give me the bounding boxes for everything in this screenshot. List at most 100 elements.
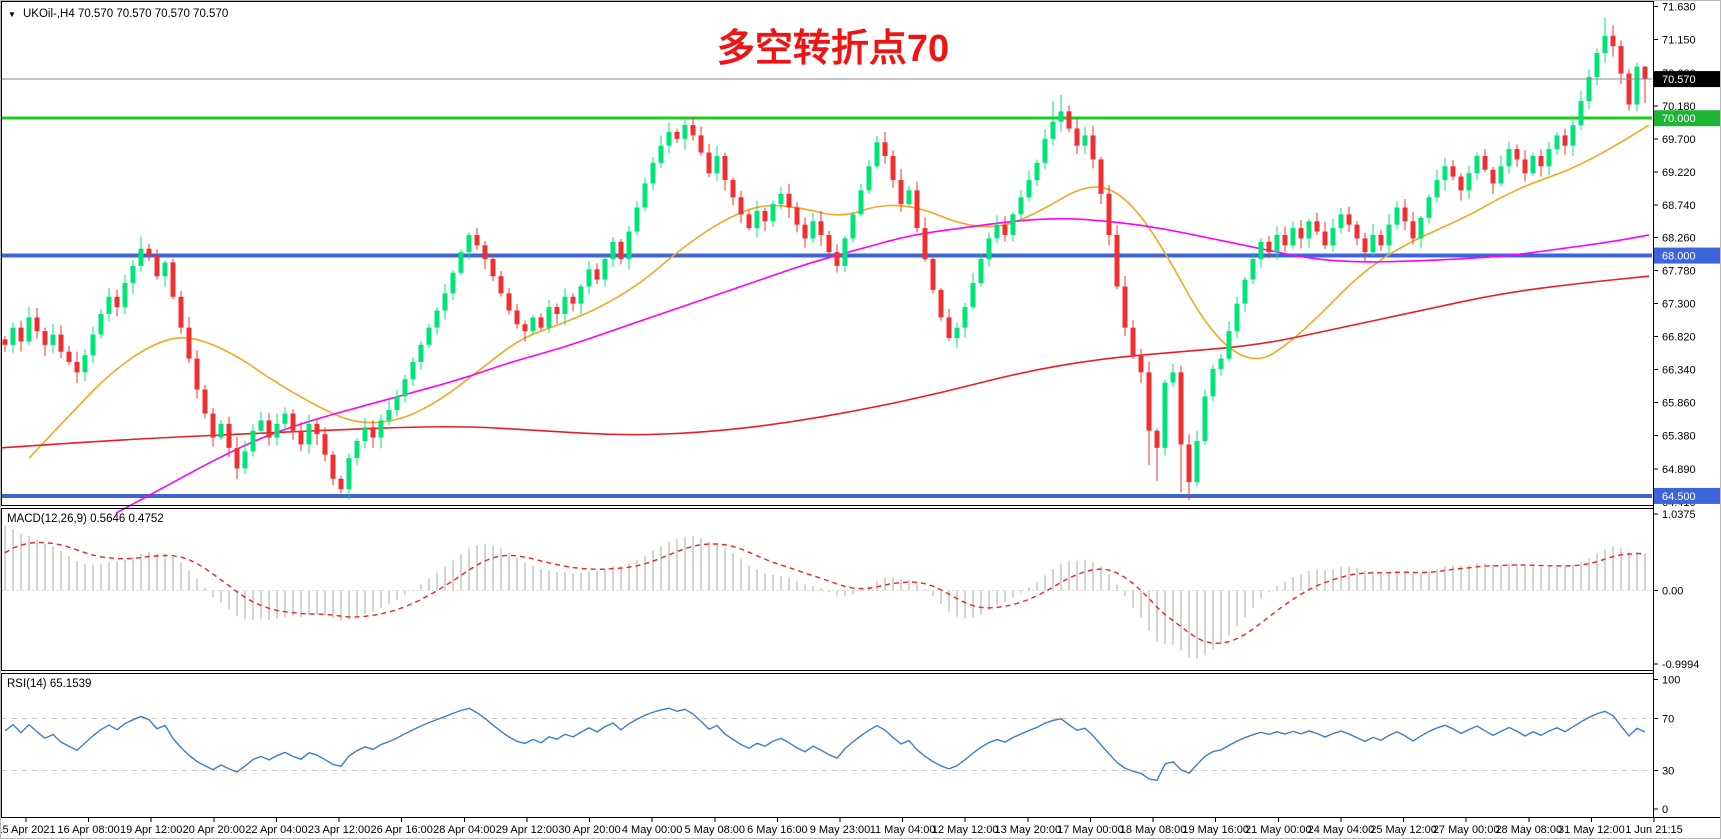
time-axis[interactable]: 15 Apr 2021 16 Apr 08:00 19 Apr 12:00 20 Ap… bbox=[1, 818, 1683, 836]
price-tick-label: 69.220 bbox=[1662, 167, 1696, 179]
candle-body bbox=[858, 190, 864, 215]
candle-body bbox=[1306, 221, 1312, 239]
candle-body bbox=[1138, 355, 1144, 373]
candle-body bbox=[898, 180, 904, 205]
candle-body bbox=[922, 228, 928, 260]
candle-body bbox=[42, 331, 48, 345]
candle-body bbox=[418, 344, 424, 363]
candle-body bbox=[490, 259, 496, 277]
candle-body bbox=[1058, 111, 1064, 122]
price-tick-label: 64.890 bbox=[1662, 464, 1696, 476]
time-tick-label: 28 May 08:00 bbox=[1495, 824, 1562, 836]
candle-body bbox=[826, 234, 832, 253]
candle-body bbox=[1450, 166, 1456, 177]
candle-body bbox=[1186, 444, 1192, 483]
price-tick-label: 68.740 bbox=[1662, 200, 1696, 212]
candle-body bbox=[314, 423, 320, 435]
time-tick-label: 16 Apr 08:00 bbox=[57, 824, 119, 836]
price-badge-label: 70.000 bbox=[1662, 113, 1696, 125]
candle-body bbox=[442, 293, 448, 311]
rsi-line bbox=[4, 707, 1646, 782]
candle-body bbox=[1002, 224, 1008, 235]
candle-body bbox=[1274, 234, 1280, 253]
candle-body bbox=[818, 221, 824, 235]
candle-body bbox=[1458, 176, 1464, 191]
candle-body bbox=[106, 296, 112, 314]
candle-body bbox=[1226, 331, 1232, 359]
candle-body bbox=[794, 207, 800, 225]
time-tick-label: 30 Apr 20:00 bbox=[558, 824, 620, 836]
candle-body bbox=[674, 131, 680, 139]
rsi-tick-label: 100 bbox=[1662, 674, 1680, 686]
candle-body bbox=[778, 193, 784, 205]
rsi-indicator-label: RSI(14) 65.1539 bbox=[7, 678, 91, 690]
time-tick-label: 19 May 16:00 bbox=[1182, 824, 1249, 836]
time-tick-label: 11 May 04:00 bbox=[870, 824, 936, 836]
time-tick-label: 25 May 12:00 bbox=[1370, 824, 1437, 836]
candle-body bbox=[98, 313, 104, 335]
candle-body bbox=[58, 334, 64, 352]
candle-body bbox=[1514, 149, 1520, 160]
candle-body bbox=[1530, 155, 1536, 174]
price-badge-label: 64.500 bbox=[1662, 491, 1696, 503]
annotation-text: 多空转折点70 bbox=[717, 28, 949, 70]
candle-body bbox=[746, 214, 752, 229]
candle-body bbox=[1362, 238, 1368, 253]
candle-body bbox=[770, 204, 776, 222]
candle-body bbox=[658, 145, 664, 163]
candle-body bbox=[26, 317, 32, 342]
candle-body bbox=[1330, 228, 1336, 246]
candle-body bbox=[1562, 135, 1568, 146]
candle-body bbox=[690, 125, 696, 136]
candle-body bbox=[322, 434, 328, 455]
candle-body bbox=[210, 413, 216, 438]
candle-body bbox=[850, 214, 856, 239]
price-tick-label: 68.260 bbox=[1662, 233, 1696, 245]
candle-body bbox=[1146, 372, 1152, 431]
candle-body bbox=[1498, 166, 1504, 184]
candle-body bbox=[258, 420, 264, 431]
candle-body bbox=[346, 458, 352, 490]
candle-body bbox=[378, 420, 384, 438]
candle-body bbox=[218, 423, 224, 438]
macd-tick-label: 0.00 bbox=[1662, 585, 1683, 597]
candle-body bbox=[1258, 241, 1264, 260]
candle-body bbox=[1394, 207, 1400, 225]
candle-body bbox=[786, 193, 792, 208]
time-tick-label: 9 May 23:00 bbox=[810, 824, 871, 836]
candle-body bbox=[1282, 234, 1288, 246]
candle-body bbox=[714, 155, 720, 174]
time-tick-label: 13 May 20:00 bbox=[995, 824, 1062, 836]
candle-body bbox=[882, 142, 888, 156]
candle-body bbox=[18, 327, 24, 342]
candle-body bbox=[1642, 66, 1648, 80]
candle-body bbox=[1490, 169, 1496, 184]
candle-body bbox=[842, 238, 848, 266]
candle-body bbox=[410, 362, 416, 380]
candle-body bbox=[450, 272, 456, 294]
candle-body bbox=[354, 440, 360, 459]
candle-body bbox=[1506, 149, 1512, 167]
candle-body bbox=[930, 259, 936, 290]
candle-body bbox=[1234, 303, 1240, 332]
candle-body bbox=[506, 293, 512, 311]
candle-body bbox=[154, 255, 160, 277]
time-tick-label: 28 Apr 04:00 bbox=[433, 824, 495, 836]
price-tick-label: 65.860 bbox=[1662, 398, 1696, 410]
candle-body bbox=[1570, 125, 1576, 146]
candle-body bbox=[1298, 228, 1304, 239]
candle-body bbox=[482, 245, 488, 260]
candle-body bbox=[1322, 231, 1328, 246]
candle-body bbox=[978, 259, 984, 284]
candle-body bbox=[122, 283, 128, 308]
candle-body bbox=[1130, 327, 1136, 356]
symbol-dropdown-icon[interactable]: ▼ bbox=[8, 10, 16, 19]
time-tick-label: 1 Jun 21:15 bbox=[1625, 824, 1683, 836]
time-tick-label: 19 Apr 12:00 bbox=[120, 824, 182, 836]
price-tick-label: 69.700 bbox=[1662, 134, 1696, 146]
candle-body bbox=[546, 307, 552, 328]
candle-body bbox=[522, 324, 528, 332]
candle-body bbox=[1314, 221, 1320, 232]
candle-body bbox=[1546, 149, 1552, 167]
